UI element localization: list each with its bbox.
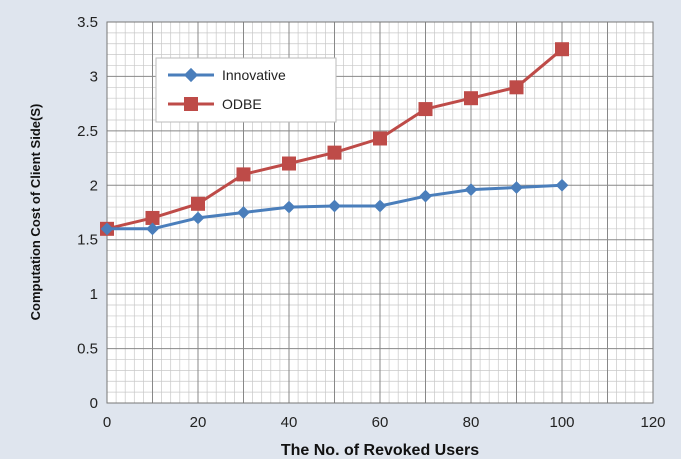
y-tick-label: 2 bbox=[90, 177, 98, 194]
x-tick-label: 0 bbox=[103, 414, 111, 431]
legend-label-odbe: ODBE bbox=[222, 96, 262, 112]
x-tick-label: 60 bbox=[372, 414, 389, 431]
data-point-odbe bbox=[464, 91, 478, 106]
data-point-odbe bbox=[509, 80, 524, 95]
x-tick-label: 80 bbox=[463, 414, 480, 431]
legend-marker-odbe bbox=[184, 97, 198, 111]
data-point-innovative bbox=[464, 183, 478, 197]
data-point-innovative bbox=[191, 211, 205, 225]
x-tick-label: 40 bbox=[281, 414, 298, 431]
y-tick-label: 0 bbox=[90, 395, 98, 412]
major-gridlines bbox=[107, 22, 653, 403]
x-tick-label: 100 bbox=[549, 414, 574, 431]
data-point-odbe bbox=[282, 156, 296, 171]
y-tick-label: 1 bbox=[90, 286, 98, 303]
series-layer bbox=[100, 42, 569, 236]
data-point-innovative bbox=[146, 222, 159, 236]
plot-border bbox=[106, 21, 654, 404]
y-tick-label: 2.5 bbox=[77, 123, 98, 140]
data-point-odbe bbox=[236, 167, 251, 182]
y-axis-title: Computation Cost of Client Side(S) bbox=[28, 104, 43, 321]
y-axis-ticks: 0 0.5 1 1.5 2 2.5 3 3.5 bbox=[77, 14, 98, 412]
y-tick-label: 3 bbox=[90, 68, 98, 85]
data-point-odbe bbox=[191, 196, 205, 211]
x-axis-ticks: 0 20 40 60 80 100 120 bbox=[103, 414, 666, 431]
data-point-innovative bbox=[282, 200, 296, 214]
legend-box bbox=[155, 57, 337, 123]
legend: Innovative ODBE bbox=[155, 57, 337, 123]
x-tick-label: 120 bbox=[640, 414, 665, 431]
data-point-innovative bbox=[100, 222, 114, 236]
data-point-odbe bbox=[145, 210, 160, 225]
data-point-innovative bbox=[373, 199, 387, 213]
legend-label-innovative: Innovative bbox=[222, 67, 286, 83]
data-point-odbe bbox=[418, 102, 433, 117]
data-point-odbe bbox=[555, 42, 569, 57]
y-tick-label: 0.5 bbox=[77, 341, 98, 358]
data-point-odbe bbox=[327, 145, 342, 160]
y-tick-label: 1.5 bbox=[77, 232, 98, 249]
data-point-innovative bbox=[237, 206, 250, 219]
x-tick-label: 20 bbox=[190, 414, 207, 431]
data-point-innovative bbox=[419, 189, 432, 203]
x-axis-title: The No. of Revoked Users bbox=[281, 442, 479, 459]
data-point-odbe bbox=[373, 131, 387, 146]
data-point-innovative bbox=[328, 199, 341, 213]
y-tick-label: 3.5 bbox=[77, 14, 98, 31]
